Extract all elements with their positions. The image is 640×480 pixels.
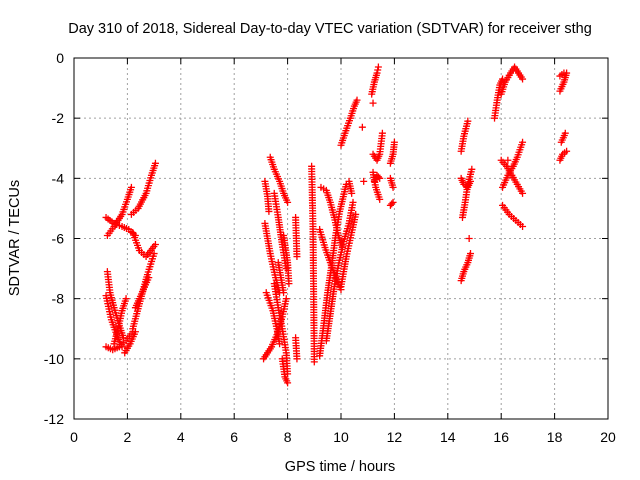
y-tick-label: -6	[52, 231, 65, 247]
data-point	[389, 183, 397, 191]
data-point	[504, 156, 512, 164]
x-tick-label: 6	[230, 429, 238, 445]
x-tick-label: 18	[547, 429, 563, 445]
data-point	[374, 66, 382, 74]
data-point	[349, 198, 357, 206]
x-tick-label: 0	[70, 429, 78, 445]
data-point	[519, 75, 527, 83]
y-axis: 0 -2 -4 -6 -8 -10 -12	[44, 50, 608, 427]
data-point	[466, 250, 474, 258]
x-tick-label: 4	[177, 429, 185, 445]
data-point	[122, 295, 130, 303]
x-tick-label: 14	[440, 429, 456, 445]
data-point	[293, 355, 301, 363]
data-point	[376, 174, 384, 182]
data-point	[374, 63, 382, 71]
data-point	[563, 147, 571, 155]
y-tick-label: -4	[52, 170, 65, 186]
data-point	[560, 69, 568, 77]
y-axis-label: SDTVAR / TECUs	[7, 180, 23, 296]
x-tick-label: 16	[493, 429, 509, 445]
data-point	[150, 250, 158, 258]
x-tick-label: 8	[284, 429, 292, 445]
data-point	[310, 358, 318, 366]
data-point	[389, 198, 397, 206]
data-point	[276, 340, 284, 348]
data-point	[358, 123, 366, 131]
data-points	[102, 63, 571, 387]
data-point	[145, 274, 153, 282]
data-point	[561, 129, 569, 137]
y-tick-label: 0	[56, 50, 64, 66]
data-point	[352, 210, 360, 218]
x-axis-label: GPS time / hours	[285, 459, 395, 475]
data-point	[468, 165, 476, 173]
data-point	[464, 117, 472, 125]
data-point	[285, 280, 293, 288]
data-point	[280, 289, 288, 297]
y-tick-label: -10	[44, 351, 64, 367]
data-point	[519, 222, 527, 230]
data-point	[360, 177, 368, 185]
y-tick-label: -12	[44, 411, 64, 427]
data-point	[390, 138, 398, 146]
y-tick-label: -2	[52, 110, 65, 126]
data-point	[353, 96, 361, 104]
data-point	[369, 99, 377, 107]
data-point	[388, 200, 396, 208]
chart-title: Day 310 of 2018, Sidereal Day-to-day VTE…	[68, 21, 592, 37]
data-point	[465, 235, 473, 242]
data-point	[519, 138, 527, 146]
x-tick-label: 20	[600, 429, 616, 445]
data-point	[284, 379, 292, 387]
x-tick-label: 2	[124, 429, 132, 445]
data-point	[151, 241, 159, 249]
data-point	[265, 207, 273, 215]
data-point	[131, 328, 139, 336]
data-point	[348, 189, 356, 197]
x-axis: 0 2 4 6 8 10 12 14 16 18 20	[70, 58, 616, 445]
data-point	[376, 195, 384, 203]
data-point	[284, 198, 292, 206]
data-point	[127, 183, 135, 191]
y-tick-label: -8	[52, 291, 65, 307]
x-tick-label: 12	[387, 429, 403, 445]
data-point	[282, 295, 290, 303]
data-point	[373, 69, 381, 77]
data-point	[293, 253, 301, 261]
x-tick-label: 10	[333, 429, 349, 445]
data-point	[374, 173, 382, 181]
data-point	[378, 129, 386, 137]
data-point	[519, 189, 527, 197]
data-point	[151, 159, 159, 167]
